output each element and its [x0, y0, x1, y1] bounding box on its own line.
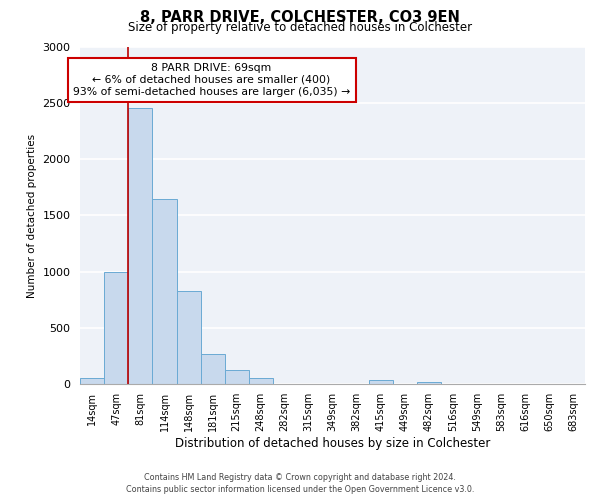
Bar	[417, 382, 441, 384]
Text: Contains HM Land Registry data © Crown copyright and database right 2024.
Contai: Contains HM Land Registry data © Crown c…	[126, 472, 474, 494]
Bar	[80, 378, 104, 384]
Bar	[152, 198, 176, 384]
Bar	[176, 291, 200, 384]
Bar	[200, 354, 224, 384]
Bar	[224, 370, 248, 384]
Bar	[369, 380, 393, 384]
Text: 8, PARR DRIVE, COLCHESTER, CO3 9EN: 8, PARR DRIVE, COLCHESTER, CO3 9EN	[140, 10, 460, 25]
Text: Size of property relative to detached houses in Colchester: Size of property relative to detached ho…	[128, 22, 472, 35]
Text: 8 PARR DRIVE: 69sqm
← 6% of detached houses are smaller (400)
93% of semi-detach: 8 PARR DRIVE: 69sqm ← 6% of detached hou…	[73, 64, 350, 96]
Y-axis label: Number of detached properties: Number of detached properties	[27, 134, 37, 298]
Bar	[248, 378, 272, 384]
Bar	[128, 108, 152, 384]
Bar	[104, 272, 128, 384]
X-axis label: Distribution of detached houses by size in Colchester: Distribution of detached houses by size …	[175, 437, 490, 450]
